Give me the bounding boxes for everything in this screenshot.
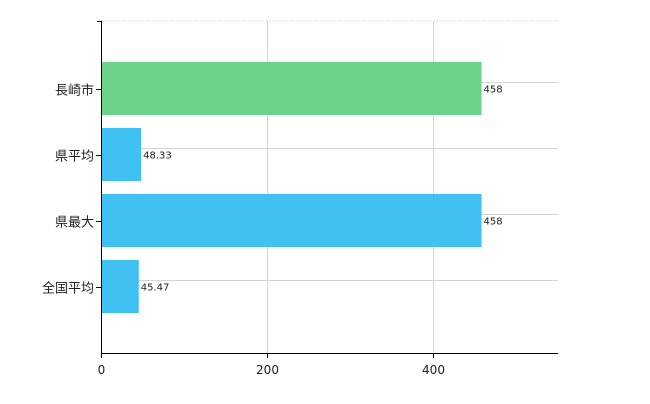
- bar-value-label: 45.47: [141, 283, 170, 294]
- bar-value-label: 458: [484, 217, 503, 228]
- category-label: 県平均: [55, 150, 94, 165]
- category-label: 長崎市: [55, 83, 94, 99]
- bar-value-label: 48.33: [143, 151, 172, 162]
- bar: [101, 194, 482, 247]
- bar: [101, 62, 482, 115]
- bar: [101, 260, 139, 313]
- bar: [101, 128, 142, 181]
- axes: [96, 21, 558, 358]
- category-label: 県最大: [55, 216, 94, 231]
- bar-value-label: 458: [484, 85, 503, 96]
- x-tick-label: 400: [422, 363, 445, 377]
- category-label: 全国平均: [42, 281, 94, 297]
- x-tick-label: 200: [256, 363, 279, 377]
- x-tick-label: 0: [98, 363, 106, 377]
- bars: [101, 62, 482, 313]
